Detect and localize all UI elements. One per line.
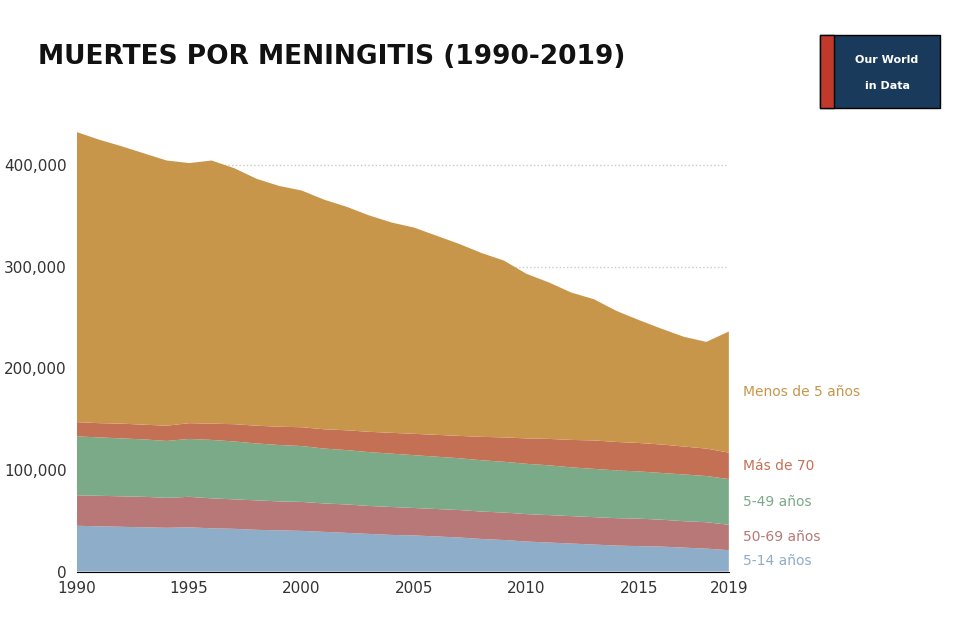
Text: Our World: Our World xyxy=(855,55,919,65)
Text: MUERTES POR MENINGITIS (1990-2019): MUERTES POR MENINGITIS (1990-2019) xyxy=(38,44,625,70)
Text: 50-69 años: 50-69 años xyxy=(743,530,821,544)
Text: in Data: in Data xyxy=(865,81,909,91)
Text: 5-14 años: 5-14 años xyxy=(743,554,812,568)
Text: Menos de 5 años: Menos de 5 años xyxy=(743,385,860,399)
Text: 5-49 años: 5-49 años xyxy=(743,495,812,509)
Text: Más de 70: Más de 70 xyxy=(743,459,814,473)
